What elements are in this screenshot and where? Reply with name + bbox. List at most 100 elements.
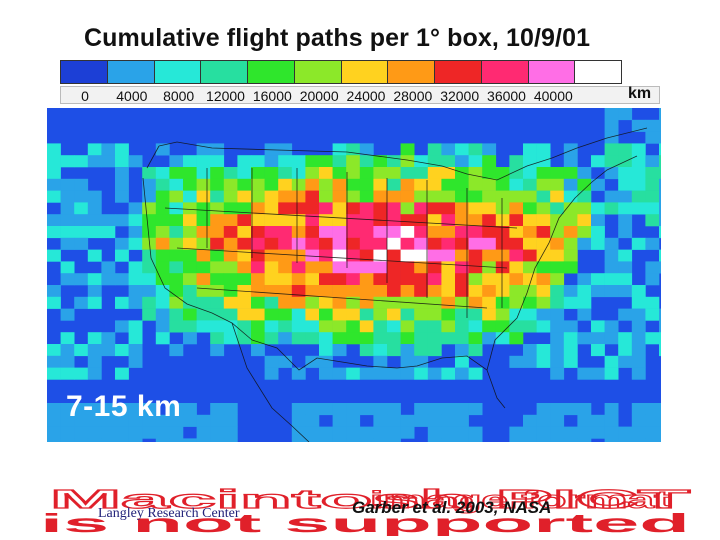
density-cell [591, 273, 605, 286]
density-cell [101, 155, 116, 168]
density-cell [291, 367, 306, 380]
density-cell [128, 332, 143, 345]
density-cell [536, 226, 551, 239]
density-cell [495, 214, 510, 227]
density-cell [60, 178, 75, 191]
density-cell [468, 167, 483, 180]
density-cell [427, 285, 442, 298]
density-cell [264, 237, 279, 250]
density-cell [468, 273, 483, 286]
density-cell [604, 332, 619, 345]
density-cell [577, 438, 592, 442]
density-cell [87, 414, 102, 427]
density-cell [87, 249, 102, 262]
density-cell [264, 308, 279, 321]
density-cell [523, 355, 537, 368]
density-cell [128, 273, 143, 286]
density-cell [264, 214, 279, 227]
density-cell [210, 438, 225, 442]
density-cell [359, 155, 374, 168]
density-cell [183, 285, 197, 298]
density-cell [237, 226, 252, 239]
density-cell [645, 214, 660, 227]
color-legend-bar [60, 60, 622, 84]
density-cell [183, 296, 197, 309]
density-cell [169, 273, 184, 286]
density-cell [373, 167, 388, 180]
density-cell [482, 249, 497, 262]
legend-swatch [61, 61, 108, 83]
density-cell [251, 308, 265, 321]
density-cell [115, 190, 129, 203]
density-cell [550, 355, 565, 368]
density-cell [359, 143, 374, 156]
density-cell [414, 308, 429, 321]
density-cell [155, 249, 170, 262]
density-cell [359, 249, 374, 262]
density-cell [196, 438, 211, 442]
density-cell [196, 261, 211, 274]
density-cell [346, 320, 361, 333]
density-cell [414, 320, 429, 333]
density-cell [319, 285, 333, 298]
density-cell [536, 167, 551, 180]
density-cell [604, 367, 619, 380]
density-cell [142, 167, 157, 180]
density-cell [251, 344, 265, 357]
density-cell [536, 214, 551, 227]
density-cell [631, 414, 646, 427]
density-cell [210, 237, 225, 250]
density-cell [659, 119, 661, 132]
density-cell [659, 344, 661, 357]
density-cell [631, 308, 646, 321]
density-cell [183, 308, 197, 321]
density-cell [387, 285, 401, 298]
density-cell [237, 178, 252, 191]
density-cell [74, 178, 89, 191]
density-cell [604, 414, 619, 427]
density-cell [441, 237, 456, 250]
density-cell [101, 226, 116, 239]
density-cell [128, 285, 143, 298]
density-cell [291, 403, 306, 416]
density-cell [169, 214, 184, 227]
density-cell [264, 178, 279, 191]
density-cell [305, 320, 320, 333]
density-cell [237, 167, 252, 180]
density-cell [577, 285, 592, 298]
density-cell [631, 355, 646, 368]
density-cell [441, 214, 456, 227]
density-cell [414, 202, 429, 215]
density-cell [373, 426, 388, 439]
density-cell [659, 202, 661, 215]
density-cell [237, 190, 252, 203]
density-cell [264, 296, 279, 309]
density-cell [536, 249, 551, 262]
density-cell [278, 178, 293, 191]
density-cell [346, 178, 361, 191]
density-cell [346, 167, 361, 180]
density-cell [305, 285, 320, 298]
density-cell [359, 438, 374, 442]
density-cell [563, 167, 578, 180]
density-cell [223, 261, 238, 274]
density-cell [155, 261, 170, 274]
density-cell [495, 320, 510, 333]
density-cell [509, 226, 524, 239]
density-cell [604, 261, 619, 274]
density-cell [427, 202, 442, 215]
density-cell [455, 249, 469, 262]
density-cell [115, 155, 129, 168]
density-cell [87, 426, 102, 439]
density-cell [291, 438, 306, 442]
density-cell [319, 237, 333, 250]
density-cell [563, 237, 578, 250]
density-cell [278, 296, 293, 309]
density-cell [550, 320, 565, 333]
density-cell [523, 202, 537, 215]
density-cell [210, 143, 225, 156]
density-cell [441, 167, 456, 180]
density-cell [359, 296, 374, 309]
density-cell [74, 237, 89, 250]
density-cell [577, 167, 592, 180]
